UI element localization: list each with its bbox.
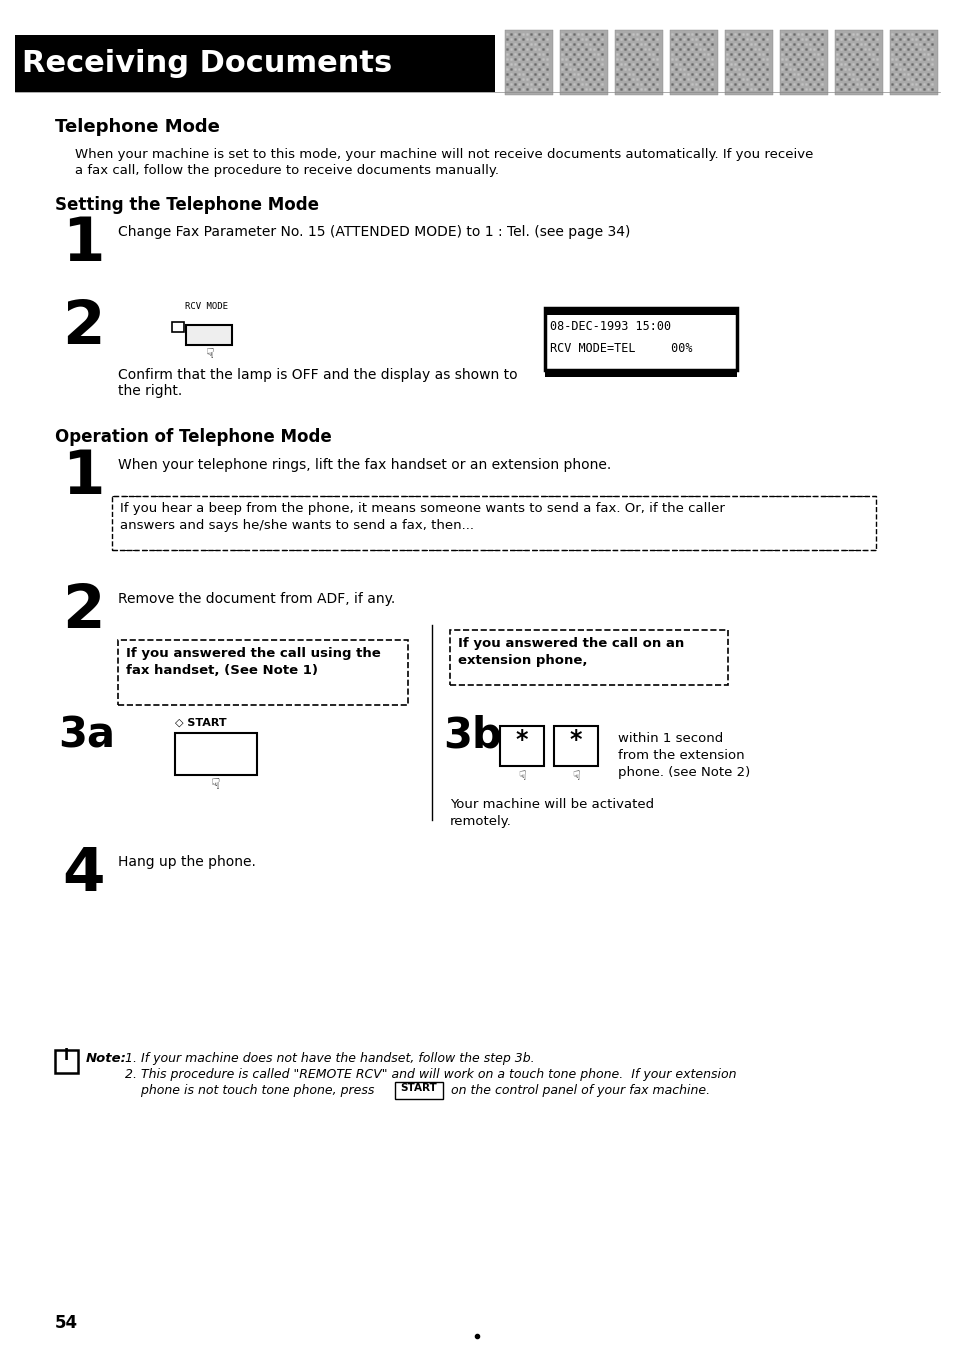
- Text: phone. (see Note 2): phone. (see Note 2): [618, 766, 749, 778]
- Bar: [118, 639, 408, 706]
- Bar: [544, 308, 737, 316]
- Bar: [615, 30, 662, 94]
- Text: within 1 second: within 1 second: [618, 733, 722, 745]
- Text: Remove the document from ADF, if any.: Remove the document from ADF, if any.: [118, 592, 395, 606]
- Text: If you answered the call on an: If you answered the call on an: [457, 637, 683, 650]
- Bar: [174, 733, 256, 774]
- Text: Hang up the phone.: Hang up the phone.: [118, 855, 255, 869]
- Bar: [172, 322, 184, 332]
- Text: 4: 4: [62, 844, 105, 904]
- Bar: [112, 496, 875, 550]
- Text: 3b: 3b: [442, 715, 501, 757]
- Text: answers and says he/she wants to send a fax, then...: answers and says he/she wants to send a …: [120, 519, 474, 532]
- Text: a fax call, follow the procedure to receive documents manually.: a fax call, follow the procedure to rece…: [75, 165, 498, 177]
- Text: RCV MODE: RCV MODE: [185, 302, 228, 312]
- Text: 54: 54: [55, 1314, 78, 1331]
- Bar: [15, 35, 495, 92]
- Text: on the control panel of your fax machine.: on the control panel of your fax machine…: [447, 1085, 709, 1097]
- Text: When your telephone rings, lift the fax handset or an extension phone.: When your telephone rings, lift the fax …: [118, 459, 611, 472]
- Bar: [834, 30, 882, 94]
- Text: When your machine is set to this mode, your machine will not receive documents a: When your machine is set to this mode, y…: [75, 148, 813, 161]
- Text: ◇ START: ◇ START: [174, 718, 227, 728]
- Bar: [499, 726, 543, 766]
- Bar: [724, 30, 772, 94]
- Bar: [450, 630, 727, 685]
- Bar: [669, 30, 718, 94]
- Text: fax handset, (See Note 1): fax handset, (See Note 1): [126, 664, 317, 677]
- Bar: [186, 325, 232, 345]
- Text: 08-DEC-1993 15:00: 08-DEC-1993 15:00: [550, 320, 670, 333]
- Text: the right.: the right.: [118, 384, 182, 398]
- Text: Confirm that the lamp is OFF and the display as shown to: Confirm that the lamp is OFF and the dis…: [118, 368, 517, 382]
- Text: ☟: ☟: [206, 347, 214, 362]
- Text: 2. This procedure is called "REMOTE RCV" and will work on a touch tone phone.  I: 2. This procedure is called "REMOTE RCV"…: [125, 1068, 736, 1081]
- Text: remotely.: remotely.: [450, 815, 512, 828]
- Bar: [559, 30, 607, 94]
- Text: Operation of Telephone Mode: Operation of Telephone Mode: [55, 428, 332, 447]
- Text: phone is not touch tone phone, press: phone is not touch tone phone, press: [125, 1085, 374, 1097]
- Text: If you answered the call using the: If you answered the call using the: [126, 648, 380, 660]
- Text: 1. If your machine does not have the handset, follow the step 3b.: 1. If your machine does not have the han…: [125, 1052, 534, 1064]
- Text: extension phone,: extension phone,: [457, 654, 587, 666]
- Text: 1: 1: [62, 214, 105, 274]
- Text: ☟: ☟: [517, 770, 525, 782]
- Text: from the extension: from the extension: [618, 749, 744, 762]
- Bar: [504, 30, 553, 94]
- Text: 3a: 3a: [58, 715, 115, 757]
- Text: Telephone Mode: Telephone Mode: [55, 117, 219, 136]
- Text: Receiving Documents: Receiving Documents: [22, 49, 392, 77]
- Text: 2: 2: [62, 298, 105, 357]
- Bar: [780, 30, 827, 94]
- Text: ☟: ☟: [572, 770, 579, 782]
- Bar: [544, 308, 737, 370]
- Text: 2: 2: [62, 581, 105, 641]
- Text: RCV MODE=TEL     00%: RCV MODE=TEL 00%: [550, 343, 692, 355]
- Text: 1: 1: [62, 448, 105, 507]
- Bar: [889, 30, 937, 94]
- Bar: [554, 726, 598, 766]
- Bar: [55, 1050, 78, 1072]
- Text: i: i: [63, 1048, 69, 1063]
- Text: Note:: Note:: [86, 1052, 127, 1064]
- Bar: [544, 370, 737, 376]
- Text: Change Fax Parameter No. 15 (ATTENDED MODE) to 1 : Tel. (see page 34): Change Fax Parameter No. 15 (ATTENDED MO…: [118, 225, 630, 239]
- Text: ☟: ☟: [212, 777, 220, 792]
- Bar: [395, 1082, 442, 1099]
- Text: Your machine will be activated: Your machine will be activated: [450, 799, 654, 811]
- Text: If you hear a beep from the phone, it means someone wants to send a fax. Or, if : If you hear a beep from the phone, it me…: [120, 502, 724, 515]
- Text: START: START: [400, 1083, 436, 1093]
- Text: *: *: [569, 728, 581, 751]
- Text: *: *: [516, 728, 528, 751]
- Text: Setting the Telephone Mode: Setting the Telephone Mode: [55, 196, 318, 214]
